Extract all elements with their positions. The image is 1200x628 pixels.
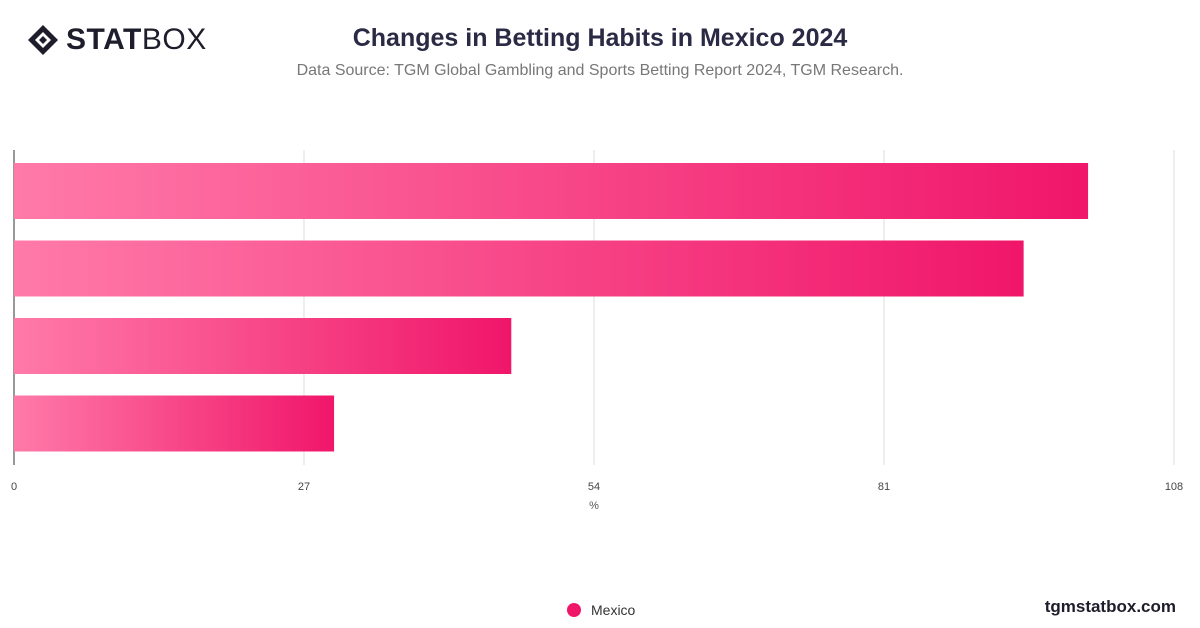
bar-mexico-3[interactable] bbox=[14, 318, 512, 374]
statbox-logo-icon bbox=[28, 25, 58, 55]
x-tick-label: 27 bbox=[298, 481, 310, 493]
bar-mexico-1[interactable] bbox=[14, 163, 1089, 219]
legend-swatch-mexico bbox=[567, 603, 581, 617]
chart-legend[interactable]: Mexico bbox=[567, 602, 635, 618]
x-tick-label: 81 bbox=[878, 481, 890, 493]
bar-mexico-2[interactable] bbox=[14, 240, 1024, 297]
x-axis-label: % bbox=[589, 500, 599, 512]
statbox-logo: STATBOX bbox=[26, 22, 207, 58]
chart-title: Changes in Betting Habits in Mexico 2024 bbox=[352, 24, 848, 52]
x-tick-label: 0 bbox=[11, 481, 17, 493]
statbox-logo-text: STATBOX bbox=[66, 23, 207, 56]
bar-mexico-4[interactable] bbox=[14, 395, 335, 452]
x-tick-label: 108 bbox=[1165, 481, 1183, 493]
chart-subtitle: Data Source: TGM Global Gambling and Spo… bbox=[296, 62, 904, 79]
website-footer[interactable]: tgmstatbox.com bbox=[1044, 597, 1176, 616]
x-tick-label: 54 bbox=[588, 481, 600, 493]
legend-label-mexico: Mexico bbox=[591, 602, 636, 618]
